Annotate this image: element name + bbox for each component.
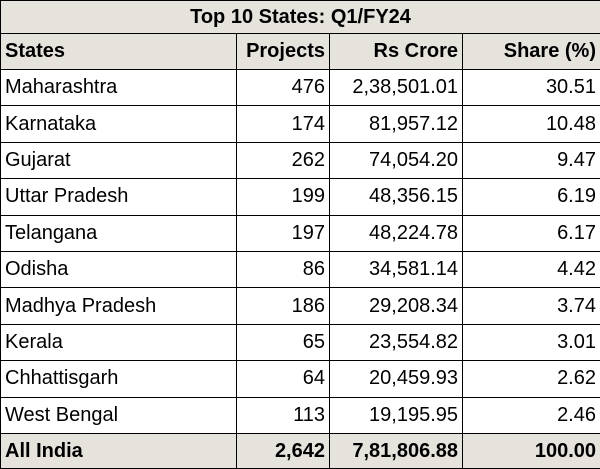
total-projects: 2,642 (236, 433, 330, 469)
cell-projects: 86 (236, 250, 330, 289)
cell-state: Madhya Pradesh (0, 287, 237, 325)
cell-rs-crore: 81,957.12 (329, 105, 463, 143)
table-row: Uttar Pradesh 199 48,356.15 6.19 (0, 178, 600, 216)
cell-state: Gujarat (0, 141, 237, 180)
cell-projects: 113 (236, 396, 330, 435)
cell-projects: 174 (236, 105, 330, 143)
cell-rs-crore: 48,224.78 (329, 214, 463, 252)
cell-share: 10.48 (462, 105, 600, 143)
cell-state: Uttar Pradesh (0, 178, 237, 216)
header-states: States (0, 33, 237, 70)
cell-state: Kerala (0, 323, 237, 362)
header-projects: Projects (236, 33, 330, 70)
cell-state: Chhattisgarh (0, 360, 237, 398)
cell-rs-crore: 29,208.34 (329, 287, 463, 325)
cell-share: 2.62 (462, 360, 600, 398)
cell-share: 3.01 (462, 323, 600, 362)
cell-share: 9.47 (462, 141, 600, 180)
cell-state: West Bengal (0, 396, 237, 435)
table-row: Chhattisgarh 64 20,459.93 2.62 (0, 360, 600, 398)
total-row: All India 2,642 7,81,806.88 100.00 (0, 433, 600, 469)
table-row: West Bengal 113 19,195.95 2.46 (0, 396, 600, 435)
cell-state: Telangana (0, 214, 237, 252)
title-row: Top 10 States: Q1/FY24 (0, 0, 600, 34)
cell-projects: 64 (236, 360, 330, 398)
table-row: Odisha 86 34,581.14 4.42 (0, 250, 600, 289)
cell-projects: 65 (236, 323, 330, 362)
cell-projects: 199 (236, 178, 330, 216)
cell-rs-crore: 19,195.95 (329, 396, 463, 435)
table-row: Maharashtra 476 2,38,501.01 30.51 (0, 68, 600, 107)
cell-rs-crore: 2,38,501.01 (329, 68, 463, 107)
cell-state: Maharashtra (0, 68, 237, 107)
table-row: Madhya Pradesh 186 29,208.34 3.74 (0, 287, 600, 325)
cell-projects: 262 (236, 141, 330, 180)
cell-projects: 197 (236, 214, 330, 252)
cell-state: Karnataka (0, 105, 237, 143)
table-row: Telangana 197 48,224.78 6.17 (0, 214, 600, 252)
table-title: Top 10 States: Q1/FY24 (0, 0, 600, 34)
header-row: States Projects Rs Crore Share (%) (0, 33, 600, 70)
total-share: 100.00 (462, 433, 600, 469)
cell-share: 6.17 (462, 214, 600, 252)
cell-state: Odisha (0, 250, 237, 289)
cell-rs-crore: 23,554.82 (329, 323, 463, 362)
cell-projects: 476 (236, 68, 330, 107)
cell-share: 3.74 (462, 287, 600, 325)
table-row: Karnataka 174 81,957.12 10.48 (0, 105, 600, 143)
header-share: Share (%) (462, 33, 600, 70)
cell-share: 6.19 (462, 178, 600, 216)
cell-rs-crore: 34,581.14 (329, 250, 463, 289)
cell-share: 2.46 (462, 396, 600, 435)
cell-rs-crore: 74,054.20 (329, 141, 463, 180)
cell-share: 30.51 (462, 68, 600, 107)
table-row: Gujarat 262 74,054.20 9.47 (0, 141, 600, 180)
cell-rs-crore: 48,356.15 (329, 178, 463, 216)
cell-share: 4.42 (462, 250, 600, 289)
table-row: Kerala 65 23,554.82 3.01 (0, 323, 600, 362)
total-label: All India (0, 433, 237, 469)
total-rs-crore: 7,81,806.88 (329, 433, 463, 469)
cell-projects: 186 (236, 287, 330, 325)
header-rs-crore: Rs Crore (329, 33, 463, 70)
cell-rs-crore: 20,459.93 (329, 360, 463, 398)
